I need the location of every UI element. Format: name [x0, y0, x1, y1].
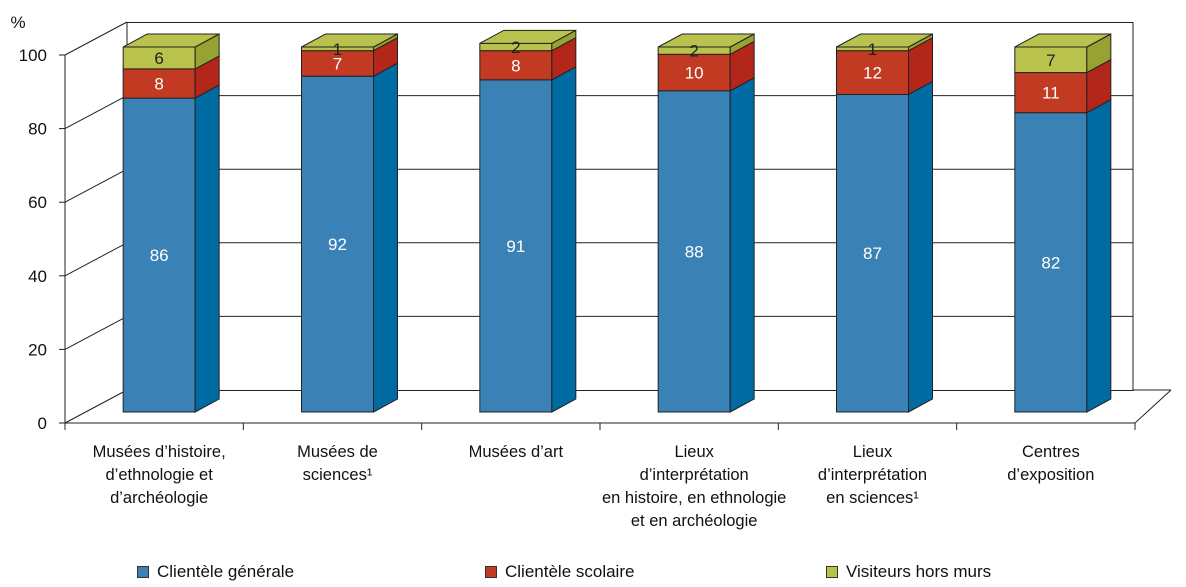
- legend-item-0: Clientèle générale: [137, 562, 294, 582]
- bar-top-2: [479, 29, 577, 44]
- y-unit-label: %: [10, 13, 25, 32]
- bar-top-3: [657, 33, 755, 48]
- y-tick-label-60: 60: [28, 193, 47, 212]
- y-tick-label-100: 100: [19, 46, 47, 65]
- category-label-0-line-1: d’ethnologie et: [105, 466, 213, 484]
- data-label-2-2: 2: [511, 38, 520, 57]
- legend-swatch-1: [485, 566, 497, 578]
- category-label-3-line-3: et en archéologie: [631, 512, 758, 530]
- category-label-3-line-1: d’interprétation: [640, 466, 749, 484]
- bar-top-4: [836, 33, 933, 48]
- legend-item-2: Visiteurs hors murs: [826, 562, 991, 582]
- category-label-0-line-2: d’archéologie: [110, 489, 208, 507]
- y-tick-label-40: 40: [28, 267, 47, 286]
- bar-top-1: [301, 33, 398, 48]
- legend-swatch-0: [137, 566, 149, 578]
- bar-side-3-0: [729, 76, 755, 413]
- y-tick-label-20: 20: [28, 340, 47, 359]
- bar-front-0-0: [122, 97, 196, 413]
- legend-label-0: Clientèle générale: [157, 562, 295, 581]
- bar-front-5-0: [1014, 112, 1088, 413]
- category-label-1-line-0: Musées de: [297, 443, 378, 461]
- category-label-2-line-0: Musées d’art: [469, 443, 564, 461]
- bar-side-1-0: [373, 62, 398, 413]
- bar-side-4-0: [908, 80, 933, 413]
- grid-diagonal-40: [64, 242, 128, 277]
- data-label-1-1: 7: [333, 54, 342, 73]
- data-label-3-2: 2: [689, 42, 698, 61]
- grid-diagonal-80: [64, 95, 128, 130]
- category-label-4-line-1: d’interprétation: [818, 466, 927, 484]
- data-label-2-1: 8: [511, 56, 520, 75]
- legend-label-2: Visiteurs hors murs: [846, 562, 992, 581]
- y-tick-label-0: 0: [38, 414, 47, 433]
- bar-front-5-2: [1014, 46, 1088, 74]
- bar-front-1-0: [301, 75, 374, 413]
- bar-front-4-0: [836, 93, 909, 413]
- grid-diagonal-60: [64, 168, 128, 203]
- legend-label-1: Clientèle scolaire: [505, 562, 635, 581]
- data-label-0-0: 86: [150, 246, 169, 265]
- y-tick-label-80: 80: [28, 120, 47, 139]
- data-label-1-0: 92: [328, 235, 347, 254]
- category-label-0-line-0: Musées d’histoire,: [93, 443, 226, 461]
- bar-side-0-0: [194, 84, 220, 413]
- bar-top-5: [1014, 33, 1112, 48]
- bar-front-5-1: [1014, 72, 1088, 114]
- data-label-4-2: 1: [868, 40, 877, 59]
- bar-front-3-0: [657, 90, 731, 413]
- data-label-5-2: 7: [1046, 51, 1055, 70]
- data-label-4-1: 12: [863, 64, 882, 83]
- bar-front-0-1: [122, 68, 196, 99]
- legend-item-1: Clientèle scolaire: [485, 562, 634, 582]
- category-label-3-line-0: Lieux: [674, 443, 714, 461]
- bar-front-2-1: [479, 50, 553, 81]
- bar-front-3-1: [657, 53, 731, 92]
- bar-top-0: [122, 33, 220, 48]
- category-label-5-line-1: d’exposition: [1007, 466, 1094, 484]
- data-label-0-1: 8: [154, 75, 163, 94]
- category-label-3-line-2: en histoire, en ethnologie: [602, 489, 786, 507]
- legend-swatch-2: [826, 566, 838, 578]
- gridlines: [64, 21, 1171, 424]
- back-wall: [126, 22, 1134, 391]
- grid-diagonal-20: [64, 315, 128, 350]
- category-label-4-line-2: en sciences¹: [826, 489, 919, 507]
- data-label-1-2: 1: [333, 40, 342, 59]
- axes: 0 20 40 60 80 100%: [10, 13, 1172, 433]
- category-labels: Musées d’histoire, d’ethnologie et d’arché…: [93, 443, 1095, 530]
- legend: Clientèle générale Clientèle scolaire Visi…: [0, 562, 1186, 584]
- grid-diagonal-0: [64, 389, 128, 424]
- category-label-5-line-0: Centres: [1022, 443, 1080, 461]
- data-label-5-1: 11: [1042, 84, 1060, 103]
- data-label-5-0: 82: [1041, 253, 1060, 272]
- bar-side-5-0: [1086, 98, 1112, 413]
- grid-diagonal-100: [64, 21, 128, 56]
- category-label-4-line-0: Lieux: [853, 443, 893, 461]
- bar-side-2-0: [551, 66, 577, 413]
- data-label-3-0: 88: [685, 242, 704, 261]
- data-label-2-0: 91: [506, 237, 525, 256]
- bars: [122, 29, 1112, 413]
- data-label-3-1: 10: [685, 64, 704, 83]
- data-label-0-2: 6: [154, 49, 163, 68]
- data-label-4-0: 87: [863, 244, 882, 263]
- category-label-1-line-1: sciences¹: [303, 466, 373, 484]
- floor-right-edge: [1134, 389, 1172, 424]
